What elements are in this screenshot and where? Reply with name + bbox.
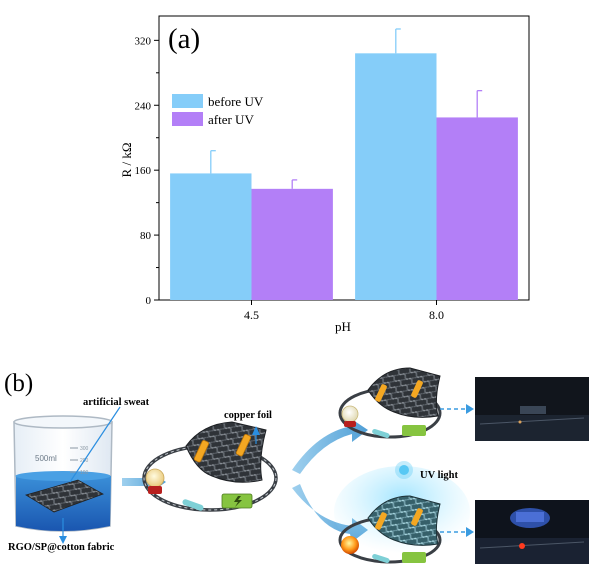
uv-light-source: [399, 465, 409, 475]
immersed-fabric: [25, 479, 104, 513]
chart: (a) 0 80 160 240 320 4.5 8.0 R / kΩ pH before…: [119, 15, 530, 334]
y-axis: 0 80 160 240 320: [135, 35, 159, 307]
beaker: 300 200 100 500ml: [13, 415, 113, 532]
fabric-top: [367, 367, 441, 418]
middle-device: [142, 421, 278, 512]
y-tick-label: 0: [146, 295, 152, 307]
battery-bolt: [234, 496, 242, 507]
legend-swatch-after-uv: [172, 112, 203, 126]
circuit-wire-highlight: [143, 445, 277, 511]
x-tick-label: 4.5: [244, 308, 259, 322]
bulb-top-base: [344, 421, 356, 427]
x-axis-label: pH: [335, 319, 351, 334]
beaker-rim: [13, 415, 113, 429]
y-tick-label: 320: [135, 35, 152, 47]
photo-top-table: [475, 415, 589, 441]
photo-top-led: [518, 420, 522, 424]
copper-foil-pointer-arrowhead: [252, 426, 260, 435]
panel-a-label: (a): [168, 23, 200, 55]
photo-before-uv: [475, 377, 589, 441]
x-tick-label: 8.0: [429, 308, 444, 322]
split-arrow-up: [292, 418, 368, 474]
sweat-pointer: [69, 406, 121, 483]
bar-after-uv-ph-8.0: [436, 117, 518, 300]
battery-bottom: [402, 552, 426, 563]
copper-strip-bottom-right: [411, 508, 423, 526]
copper-strip-top-right: [411, 380, 423, 398]
plot-frame: [158, 15, 530, 301]
photo-top-object: [520, 406, 546, 414]
photo-bottom-led: [519, 543, 525, 549]
label-uv-light: UV light: [420, 470, 459, 481]
label-copper-foil: copper foil: [224, 410, 272, 421]
device-after-uv: [334, 461, 470, 564]
schematic: (b) 300 200 100 500ml artificial sweat R…: [4, 367, 589, 564]
bulb-base: [148, 486, 162, 494]
device-before-uv: [338, 367, 442, 439]
y-axis-label: R / kΩ: [119, 143, 134, 178]
bar-before-uv-ph-8.0: [355, 53, 437, 300]
label-fabric: RGO/SP@cotton fabric: [8, 542, 115, 553]
resistor-bottom: [372, 553, 390, 563]
beaker-volume-label: 500ml: [35, 454, 57, 463]
bar-before-uv-ph-4.5: [170, 173, 252, 300]
photo-after-uv: [475, 500, 589, 564]
photo-top-wire: [479, 417, 585, 425]
beaker-mark-label-3: 100: [80, 470, 89, 476]
copper-strip-right: [235, 434, 252, 457]
legend-label-before-uv: before UV: [208, 94, 264, 109]
x-axis: 4.5 8.0: [244, 300, 444, 322]
beaker-mark-label-1: 300: [80, 446, 89, 452]
photo-bottom-table: [475, 538, 589, 564]
uv-light-halo: [395, 461, 413, 479]
legend: before UV after UV: [172, 94, 264, 127]
resistor-top: [372, 428, 390, 438]
photo-bottom-object: [516, 512, 544, 522]
copper-strip-bottom-left: [375, 512, 387, 530]
y-tick-label: 160: [135, 165, 152, 177]
dashed-arrow-bottom-head: [466, 527, 474, 537]
bulb-top: [341, 405, 359, 423]
bars-layer: [170, 28, 518, 300]
legend-label-after-uv: after UV: [208, 112, 254, 127]
water-surface: [15, 471, 111, 481]
copper-strip-left: [193, 440, 210, 463]
fabric-bottom: [367, 495, 441, 546]
fabric-pointer-arrowhead: [59, 536, 67, 544]
dashed-arrow-top-head: [466, 404, 474, 414]
bar-after-uv-ph-4.5: [251, 188, 333, 300]
bulb-off: [145, 468, 165, 488]
y-tick-label: 80: [140, 230, 152, 242]
photo-bottom-wire: [479, 541, 585, 549]
panel-b-label: (b): [4, 370, 33, 397]
label-artificial-sweat: artificial sweat: [83, 397, 150, 408]
legend-swatch-before-uv: [172, 94, 203, 108]
resistor: [182, 499, 204, 511]
copper-strip-top-left: [375, 384, 387, 402]
battery-top: [402, 425, 426, 436]
y-tick-label: 240: [135, 100, 152, 112]
bulb-bottom-lit: [341, 536, 359, 554]
